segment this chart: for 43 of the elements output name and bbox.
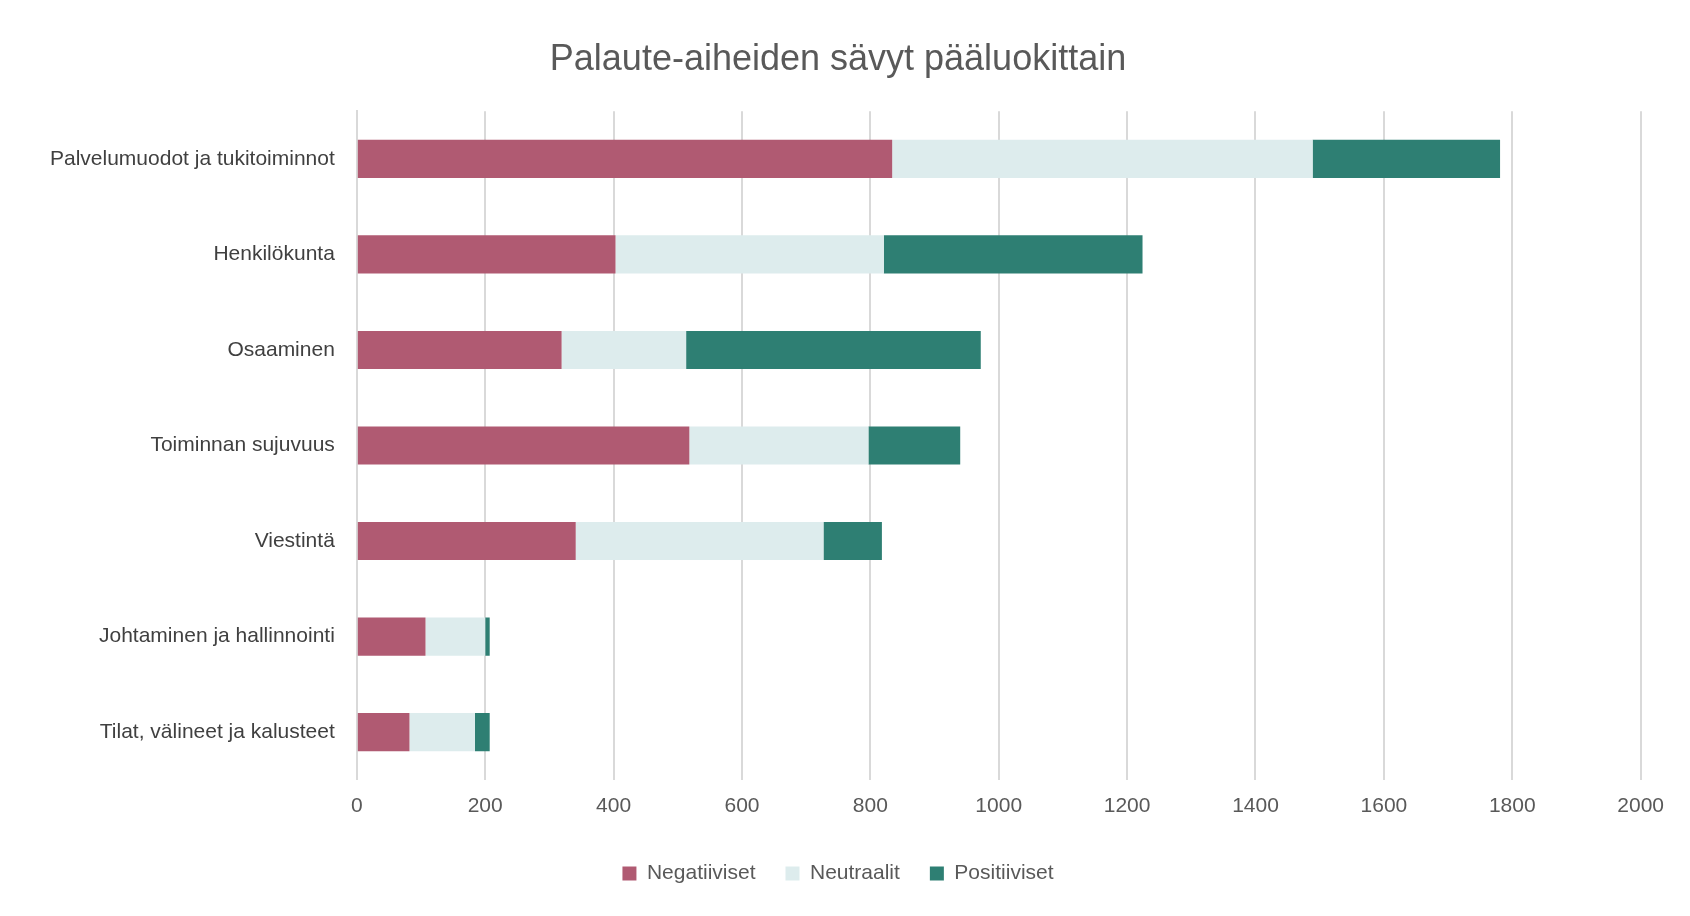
bar [357,139,893,179]
bar [357,617,426,656]
x-tick-label: 600 [724,793,760,817]
bar [823,521,882,561]
y-tick-label: Viestintä [254,527,336,551]
chart-title: Palaute-aiheiden sävyt pääluokittain [549,36,1127,78]
bar [892,139,1313,179]
bar [425,617,486,656]
bar [357,426,690,465]
y-tick-label: Toiminnan sujuvuus [150,432,335,456]
y-tick-label: Tilat, välineet ja kalusteet [99,718,335,742]
bar [689,426,869,465]
bar [868,426,961,465]
legend-label: Negatiiviset [646,860,756,884]
y-tick-label: Henkilökunta [213,241,336,265]
x-tick-label: 1000 [975,793,1023,817]
x-tick-label: 1400 [1232,793,1279,817]
y-tick-label: Palvelumuodot ja tukitoiminnot [49,145,335,169]
legend-label: Neutraalit [809,860,901,884]
bar [615,235,884,274]
bar [474,712,490,752]
y-tick-label: Osaaminen [227,336,335,360]
bar [575,521,824,561]
x-tick-label: 0 [350,793,363,817]
bar [357,712,410,752]
x-tick-label: 1800 [1488,793,1536,817]
legend-label: Positiiviset [954,860,1054,884]
x-tick-label: 800 [852,793,888,817]
bar [1312,139,1501,179]
bar [561,330,687,370]
x-tick-label: 400 [596,793,632,817]
bar [686,330,981,370]
bar [357,235,616,274]
bar [357,330,562,370]
bar [409,712,475,752]
x-tick-label: 1200 [1103,793,1151,817]
bar [485,617,490,656]
x-tick-label: 2000 [1617,793,1664,817]
x-tick-label: 200 [467,793,503,817]
x-tick-label: 1600 [1360,793,1408,817]
y-tick-label: Johtaminen ja hallinnointi [98,623,335,647]
bar [357,521,576,561]
bar [883,235,1143,274]
